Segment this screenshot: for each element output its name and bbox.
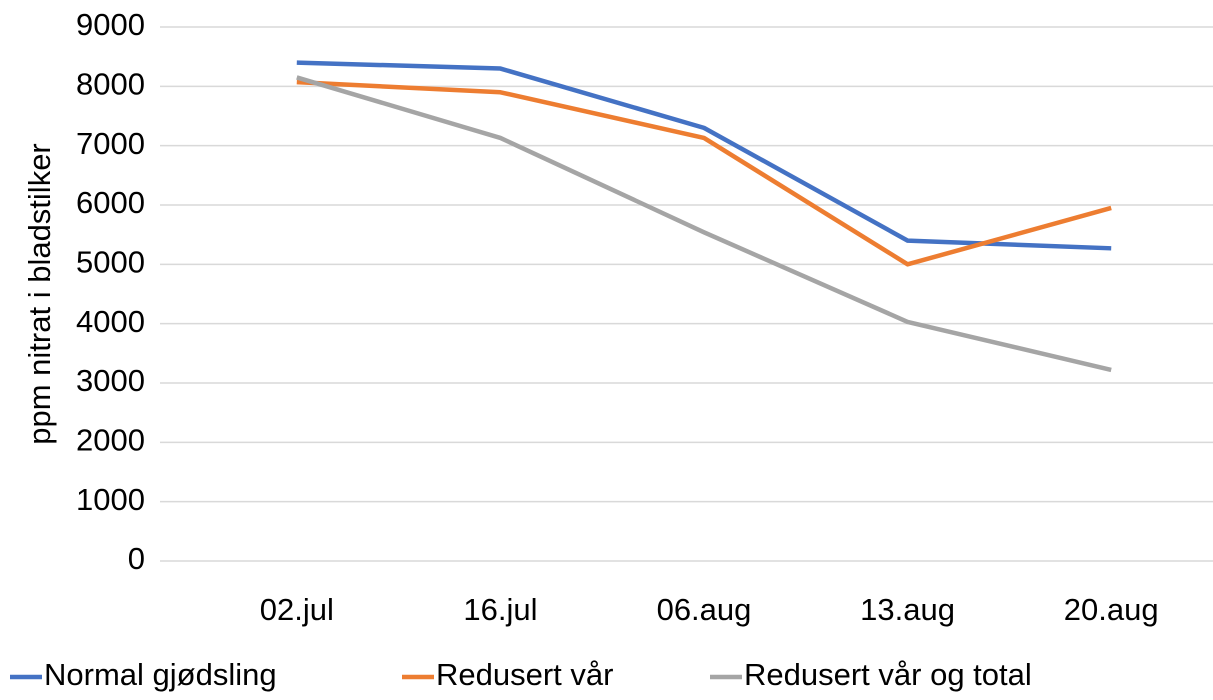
legend-label: Redusert vår	[436, 657, 613, 692]
x-tick-label: 13.aug	[860, 592, 955, 627]
y-tick-label: 5000	[76, 245, 145, 280]
y-tick-label: 1000	[76, 482, 145, 517]
y-axis-label: ppm nitrat i bladstilker	[22, 143, 57, 445]
legend-label: Normal gjødsling	[44, 657, 277, 692]
x-tick-label: 16.jul	[463, 592, 537, 627]
x-tick-label: 20.aug	[1064, 592, 1159, 627]
series-line	[296, 75, 1112, 373]
y-tick-label: 7000	[76, 126, 145, 161]
legend-label: Redusert vår og total	[744, 657, 1032, 692]
y-tick-label: 2000	[76, 423, 145, 458]
y-tick-label: 8000	[76, 67, 145, 102]
y-tick-label: 6000	[76, 185, 145, 220]
y-tick-label: 9000	[76, 7, 145, 42]
series-line	[296, 60, 1112, 251]
x-tick-label: 06.aug	[657, 592, 752, 627]
x-tick-label: 02.jul	[260, 592, 334, 627]
y-tick-label: 4000	[76, 304, 145, 339]
series-line	[296, 79, 1112, 267]
y-tick-label: 3000	[76, 363, 145, 398]
y-tick-label: 0	[128, 541, 145, 576]
